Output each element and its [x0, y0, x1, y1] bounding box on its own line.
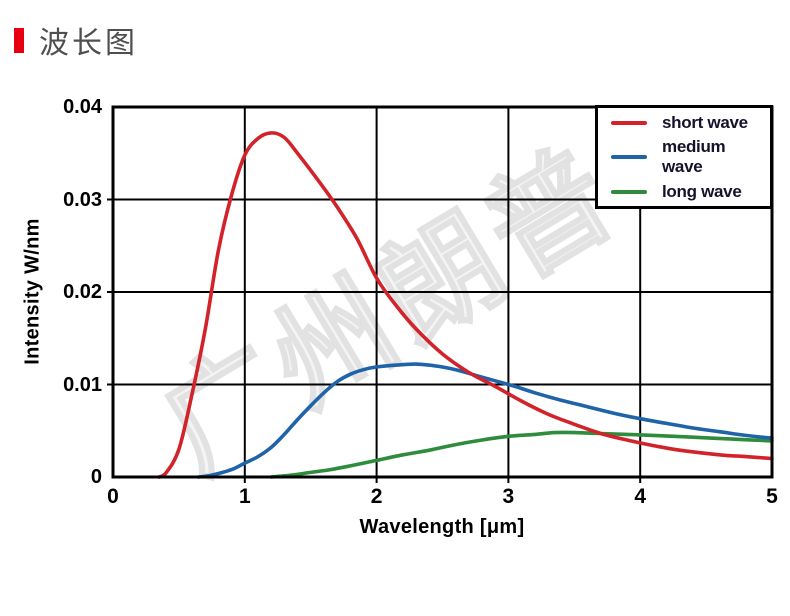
x-tick-label: 1: [238, 485, 251, 508]
curve-short-wave: [157, 131, 774, 479]
y-tick-label: 0.04: [63, 96, 102, 118]
x-tick-label: 2: [370, 485, 383, 508]
wavelength-figure: 广州朗普 short wave medium wave long wave Inte…: [22, 96, 778, 538]
x-axis-title: Wavelength [μm]: [359, 516, 525, 538]
x-tick-label: 5: [766, 485, 778, 508]
legend-swatch-icon: [611, 120, 647, 125]
y-tick-label: 0.03: [63, 188, 102, 211]
page-title-row: 波长图: [14, 18, 138, 62]
y-tick-label: 0.01: [63, 373, 102, 396]
y-tick-label: 0.02: [63, 281, 102, 303]
x-tick-label: 3: [502, 485, 515, 508]
y-tick-label: 0: [90, 466, 102, 488]
plot-border: [111, 105, 774, 479]
x-tick-label: 4: [634, 485, 647, 508]
curve-long-wave: [269, 430, 774, 479]
chart-plot-area: [107, 105, 774, 483]
x-tick-label: 0: [107, 485, 119, 508]
legend-item-short-wave: short wave: [611, 113, 770, 133]
legend-swatch-icon: [611, 155, 647, 159]
page-title: 波长图: [39, 27, 138, 60]
title-marker-icon: [14, 27, 24, 53]
legend-label: long wave: [662, 181, 742, 201]
legend-swatch-icon: [611, 189, 647, 194]
legend-label: medium wave: [662, 137, 726, 176]
curve-medium-wave: [196, 362, 774, 479]
legend-item-long-wave: long wave: [611, 182, 770, 202]
legend-item-medium-wave: medium wave: [611, 137, 770, 177]
chart-legend: short wave medium wave long wave: [595, 105, 773, 209]
legend-label: short wave: [662, 112, 748, 132]
